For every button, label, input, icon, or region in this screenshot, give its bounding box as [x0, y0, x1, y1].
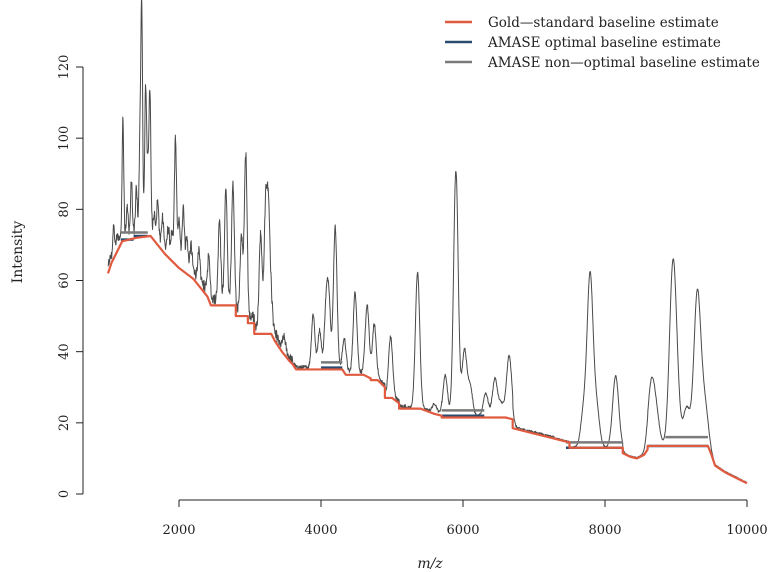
x-axis: 2000 4000 6000 8000 10000 — [162, 499, 768, 538]
legend-label: AMASE optimal baseline estimate — [487, 35, 721, 51]
plot-area — [106, 0, 748, 485]
x-axis-title: m/z — [417, 556, 443, 572]
legend-label: Gold—standard baseline estimate — [488, 15, 719, 31]
x-tick-label: 2000 — [162, 523, 195, 538]
legend: Gold—standard baseline estimate AMASE opt… — [445, 15, 760, 71]
legend-label: AMASE non—optimal baseline estimate — [487, 55, 760, 71]
y-tick-label: 0 — [57, 490, 72, 498]
y-tick-label: 20 — [57, 415, 72, 432]
y-tick-label: 80 — [57, 201, 72, 218]
x-tick-label: 4000 — [304, 523, 337, 538]
y-tick-label: 100 — [57, 126, 72, 151]
x-tick-label: 8000 — [588, 523, 621, 538]
gold-standard-baseline-line — [106, 234, 748, 485]
y-tick-label: 60 — [57, 272, 72, 289]
y-axis-title: Intensity — [10, 221, 26, 284]
y-axis: 0 20 40 60 80 100 120 — [57, 55, 84, 498]
x-tick-label: 6000 — [446, 523, 479, 538]
y-tick-label: 40 — [57, 343, 72, 360]
x-tick-label: 10000 — [726, 523, 767, 538]
y-tick-label: 120 — [57, 55, 72, 80]
